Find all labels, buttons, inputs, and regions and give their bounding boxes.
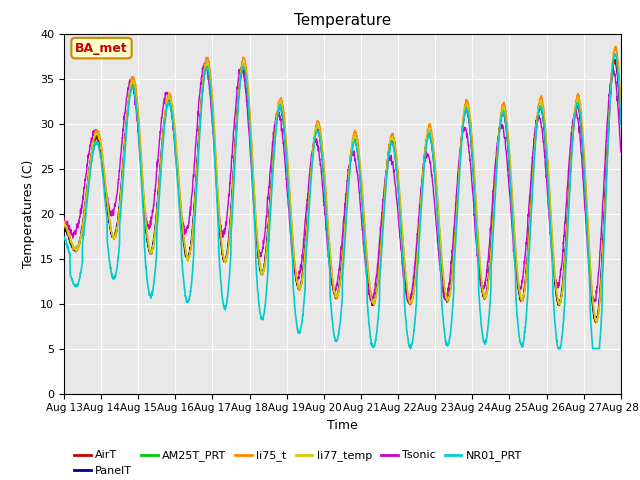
Title: Temperature: Temperature <box>294 13 391 28</box>
Legend: AirT, PanelT, AM25T_PRT, li75_t, li77_temp, Tsonic, NR01_PRT: AirT, PanelT, AM25T_PRT, li75_t, li77_te… <box>70 446 527 480</box>
Text: BA_met: BA_met <box>75 42 128 55</box>
X-axis label: Time: Time <box>327 419 358 432</box>
Y-axis label: Temperatures (C): Temperatures (C) <box>22 159 35 268</box>
